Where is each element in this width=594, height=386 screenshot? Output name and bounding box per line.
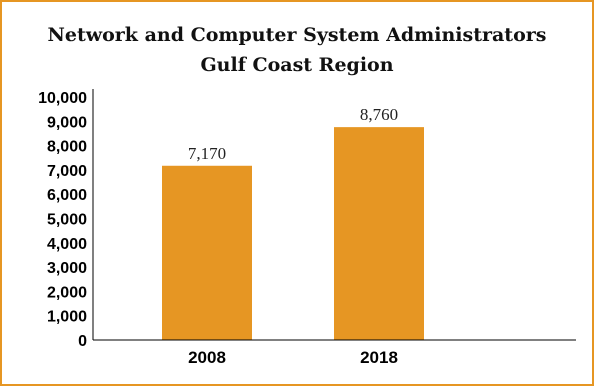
- y-tick-label: 0: [78, 333, 87, 350]
- y-tick-label: 8,000: [47, 139, 87, 156]
- y-tick-label: 7,000: [47, 163, 87, 180]
- y-tick-label: 9,000: [47, 114, 87, 131]
- bar: [162, 166, 252, 340]
- y-tick-label: 6,000: [47, 187, 87, 204]
- x-tick-label: 2018: [360, 348, 398, 367]
- y-tick-label: 1,000: [47, 309, 87, 326]
- y-axis: 0 1,000 2,000 3,000 4,000 5,000 6,000 7,000 8,00…: [38, 89, 93, 350]
- y-tick-label: 3,000: [47, 260, 87, 277]
- x-tick-label: 2008: [188, 348, 226, 367]
- y-tick-label: 5,000: [47, 212, 87, 229]
- y-tick-label: 4,000: [47, 236, 87, 253]
- bar: [334, 127, 424, 340]
- bars: 7,170 8,760: [162, 105, 424, 340]
- y-tick-label: 10,000: [38, 90, 87, 107]
- data-label: 7,170: [188, 144, 226, 163]
- data-label: 8,760: [360, 105, 398, 124]
- x-axis: 2008 2018: [93, 340, 576, 367]
- y-tick-label: 2,000: [47, 284, 87, 301]
